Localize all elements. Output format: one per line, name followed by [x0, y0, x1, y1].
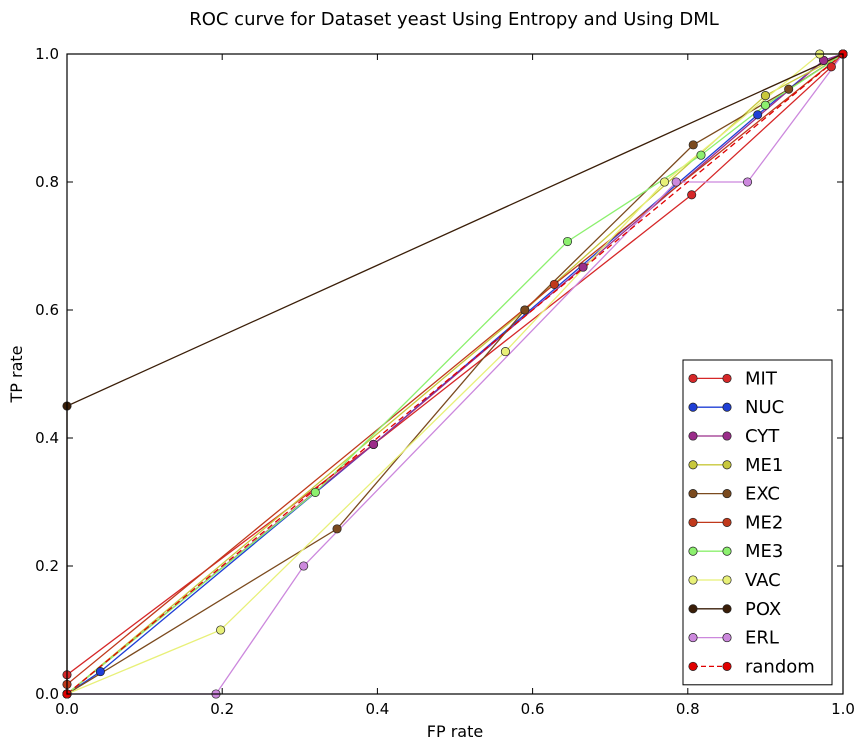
data-point-erl [671, 177, 681, 187]
chart-title: ROC curve for Dataset yeast Using Entrop… [189, 9, 719, 30]
x-tick-label: 0.6 [521, 700, 545, 718]
legend-label-me2: ME2 [745, 512, 783, 533]
legend-label-random: random [745, 656, 815, 677]
legend-marker-cyt [722, 431, 732, 441]
legend-marker-erl [688, 633, 698, 643]
legend-marker-exc [688, 489, 698, 499]
y-tick-label: 0.6 [35, 301, 59, 319]
legend-marker-me1 [688, 460, 698, 470]
data-point-nuc [753, 110, 763, 120]
legend-marker-mit [722, 373, 732, 383]
legend-marker-me3 [722, 546, 732, 556]
data-point-nuc [95, 667, 105, 677]
y-tick-label: 1.0 [35, 45, 59, 63]
series-line-me3 [66, 53, 844, 695]
x-tick-label: 0.0 [55, 700, 79, 718]
data-point-cyt [368, 439, 379, 449]
legend-marker-nuc [722, 402, 732, 412]
y-axis-label: TP rate [7, 345, 26, 403]
x-tick-label: 1.0 [831, 700, 855, 718]
legend-marker-pox [722, 604, 732, 614]
legend-label-exc: EXC [745, 484, 780, 505]
legend: MIT NUC CYT ME1 EXC ME2 ME3 VAC POX ERL random [682, 359, 833, 686]
data-point-cyt [578, 262, 588, 272]
legend-marker-cyt [688, 431, 698, 441]
data-point-me2 [549, 279, 559, 289]
plot-area-frame [66, 53, 844, 695]
legend-label-mit: MIT [745, 368, 778, 389]
data-point-vac [659, 177, 670, 187]
data-point-mit [687, 190, 697, 200]
x-tick-label: 0.8 [676, 700, 700, 718]
x-tick-label: 0.2 [210, 700, 234, 718]
x-tick-label: 0.4 [365, 700, 389, 718]
data-point-erl [743, 177, 753, 187]
legend-marker-random [688, 661, 698, 671]
legend-marker-vac [688, 575, 698, 585]
y-tick-label: 0.2 [35, 557, 59, 575]
legend-marker-me1 [722, 460, 732, 470]
legend-label-nuc: NUC [745, 397, 784, 418]
data-point-mit [826, 62, 836, 72]
y-tick-label: 0.0 [35, 685, 59, 703]
data-point-exc [688, 140, 698, 150]
data-point-erl [299, 561, 309, 571]
legend-marker-exc [722, 489, 732, 499]
data-point-me3 [310, 487, 320, 497]
legend-marker-mit [688, 373, 698, 383]
data-point-me1 [760, 91, 770, 101]
x-axis-ticks: 0.0 0.2 0.4 0.6 0.8 1.0 [55, 54, 855, 718]
y-axis-ticks: 0.0 0.2 0.4 0.6 0.8 1.0 [35, 45, 843, 703]
legend-marker-vac [722, 575, 732, 585]
data-point-me3 [696, 150, 706, 160]
data-point-exc [520, 305, 530, 315]
legend-label-vac: VAC [745, 570, 781, 591]
legend-label-me1: ME1 [745, 455, 783, 476]
legend-marker-nuc [688, 402, 698, 412]
legend-label-cyt: CYT [745, 426, 780, 447]
legend-marker-erl [722, 633, 732, 643]
data-point-vac [216, 625, 226, 635]
legend-marker-pox [688, 604, 698, 614]
legend-marker-random [722, 661, 732, 671]
data-point-exc [332, 524, 342, 534]
y-tick-label: 0.8 [35, 173, 59, 191]
legend-marker-me3 [688, 546, 698, 556]
data-point-vac [500, 347, 510, 357]
data-point-exc [784, 84, 794, 94]
legend-label-me3: ME3 [745, 541, 783, 562]
x-axis-label: FP rate [427, 722, 483, 741]
data-point-me3 [760, 100, 770, 110]
legend-label-erl: ERL [745, 628, 779, 649]
legend-marker-me2 [688, 517, 698, 527]
y-tick-label: 0.4 [35, 429, 59, 447]
data-point-me3 [562, 236, 573, 247]
series-line-random [66, 53, 844, 695]
legend-marker-me2 [722, 517, 732, 527]
legend-label-pox: POX [745, 599, 781, 620]
